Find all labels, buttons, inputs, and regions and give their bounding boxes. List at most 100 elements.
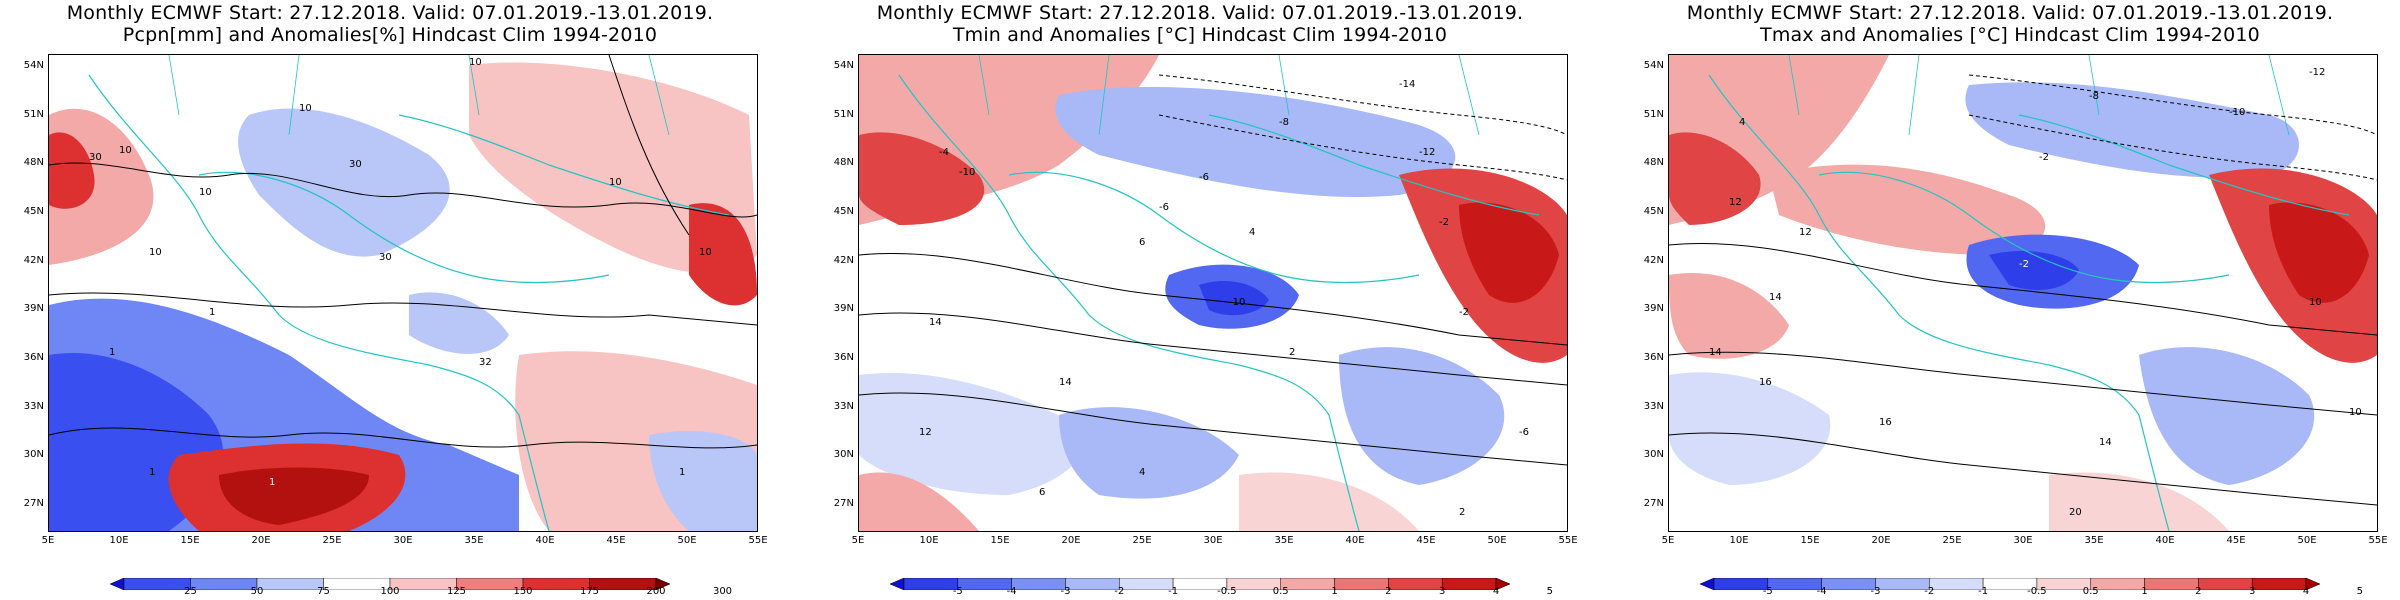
colorbar-label: 175 xyxy=(579,586,600,597)
contour-label: 10 xyxy=(609,177,622,188)
latitude-label: 27N xyxy=(23,498,44,509)
latitude-label: 39N xyxy=(833,303,854,315)
longitude-label: 5E xyxy=(1661,535,1675,546)
contour-label: 4 xyxy=(1249,227,1255,238)
panel-title-line1: Monthly ECMWF Start: 27.12.2018. Valid: … xyxy=(876,2,1524,24)
contour-label: 10 xyxy=(469,57,482,68)
colorbar-swatch xyxy=(2305,578,2320,590)
contour-label: 12 xyxy=(1729,197,1742,208)
contour-label: -2 xyxy=(2019,259,2029,270)
contour-label: 12 xyxy=(1799,227,1812,238)
contour-label: 10 xyxy=(2309,297,2322,308)
latitude-label: 48N xyxy=(833,157,854,169)
tmax-anomaly-map: -12 -8 -10 -2 4 12 12 14 -2 10 14 16 16 … xyxy=(1668,54,2378,532)
longitude-label: 35E xyxy=(2084,535,2104,546)
latitude-label: 51N xyxy=(833,108,854,120)
colorbar-swatch xyxy=(2090,578,2145,590)
colorbar-label: 75 xyxy=(317,586,330,597)
longitude-label: 40E xyxy=(1345,535,1365,546)
latitude-label: 54N xyxy=(23,60,44,71)
colorbar-swatch xyxy=(1700,578,1715,590)
longitude-label: 25E xyxy=(1942,535,1962,546)
latitude-label: 27N xyxy=(833,498,854,509)
colorbar-label: -2 xyxy=(1924,586,1935,597)
longitude-label: 10E xyxy=(919,535,939,546)
colorbar-label: -1 xyxy=(1978,586,1989,597)
contour-label: 1 xyxy=(109,347,115,358)
latitude-label: 42N xyxy=(833,254,854,266)
colorbar-swatch xyxy=(123,578,191,590)
colorbar-swatch xyxy=(903,578,959,590)
contour-label: 10 xyxy=(699,247,712,258)
colorbar-swatch xyxy=(890,578,905,590)
contour-label: -2 xyxy=(1459,307,1469,318)
longitude-label: 35E xyxy=(1274,535,1294,546)
longitude-label: 40E xyxy=(535,535,555,546)
longitude-label: 45E xyxy=(1416,535,1436,546)
contour-label: 6 xyxy=(1139,237,1145,248)
colorbar-label: -0.5 xyxy=(2027,586,2047,597)
contour-label: 1 xyxy=(149,467,155,478)
longitude-label: 30E xyxy=(393,535,413,546)
latitude-label: 51N xyxy=(1643,108,1664,120)
colorbar-swatch xyxy=(1441,578,1497,590)
colorbar-swatch xyxy=(1929,578,1984,590)
contour-label: 10 xyxy=(2349,407,2362,418)
colorbar-swatch xyxy=(1334,578,1389,590)
latitude-label: 39N xyxy=(1643,303,1664,315)
contour-label: -10 xyxy=(2229,107,2245,118)
longitude-label: 25E xyxy=(1132,535,1152,546)
contour-label: 1 xyxy=(679,467,685,478)
colorbar-label: 2 xyxy=(2195,586,2202,597)
contour-label: 30 xyxy=(379,252,392,263)
contour-label: 14 xyxy=(929,317,942,328)
longitude-label: 15E xyxy=(180,535,200,546)
colorbar-label: 5 xyxy=(2356,586,2363,597)
longitude-label: 25E xyxy=(322,535,342,546)
longitude-label: 20E xyxy=(251,535,271,546)
contour-label: 2 xyxy=(1459,507,1465,518)
colorbar xyxy=(110,578,670,590)
colorbar-swatch xyxy=(1119,578,1174,590)
colorbar-label: -5 xyxy=(952,586,963,597)
map-graphic: -14 -8 -12 -6 -4 -10 -6 -2 6 4 -10 -2 14… xyxy=(859,55,1567,531)
contour-label: -10 xyxy=(959,167,975,178)
latitude-label: 36N xyxy=(23,352,44,363)
colorbar xyxy=(1700,578,2320,590)
longitude-label: 5E xyxy=(41,535,55,546)
colorbar-swatch xyxy=(2251,578,2307,590)
colorbar-swatch xyxy=(1280,578,1335,590)
longitude-label: 35E xyxy=(464,535,484,546)
contour-label: 30 xyxy=(349,159,362,170)
contour-label: -8 xyxy=(2089,91,2099,102)
colorbar-swatch xyxy=(256,578,324,590)
longitude-label: 15E xyxy=(1800,535,1820,546)
colorbar-swatch xyxy=(110,578,125,590)
contour-label: -2 xyxy=(2039,152,2049,163)
colorbar-label: -3 xyxy=(1870,586,1881,597)
longitude-label: 55E xyxy=(748,535,768,546)
longitude-label: 30E xyxy=(2013,535,2033,546)
longitude-label: 55E xyxy=(2368,535,2388,546)
latitude-label: 36N xyxy=(1643,352,1664,363)
longitude-label: 55E xyxy=(1558,535,1578,546)
longitude-label: 20E xyxy=(1061,535,1081,546)
latitude-label: 33N xyxy=(1643,400,1664,412)
latitude-label: 42N xyxy=(1643,254,1664,266)
colorbar-graphic xyxy=(1700,578,2320,590)
latitude-label: 33N xyxy=(833,400,854,412)
colorbar-swatch xyxy=(1495,578,1510,590)
map-graphic: 10 10 30 30 10 10 10 1 1 1 1 1 10 30 32 … xyxy=(49,55,757,531)
colorbar-label: 2 xyxy=(1385,586,1392,597)
contour-label: 4 xyxy=(1739,117,1745,128)
longitude-label: 20E xyxy=(1871,535,1891,546)
longitude-label: 50E xyxy=(677,535,697,546)
precipitation-anomaly-map: 10 10 30 30 10 10 10 1 1 1 1 1 10 30 32 … xyxy=(48,54,758,532)
longitude-label: 45E xyxy=(2226,535,2246,546)
colorbar-label: 1 xyxy=(2141,586,2148,597)
colorbar-swatch xyxy=(2144,578,2199,590)
colorbar-label: -4 xyxy=(1006,586,1017,597)
contour-label: 14 xyxy=(1059,377,1072,388)
colorbar-label: 4 xyxy=(1492,586,1500,597)
panel-precipitation: Monthly ECMWF Start: 27.12.2018. Valid: … xyxy=(0,0,780,600)
